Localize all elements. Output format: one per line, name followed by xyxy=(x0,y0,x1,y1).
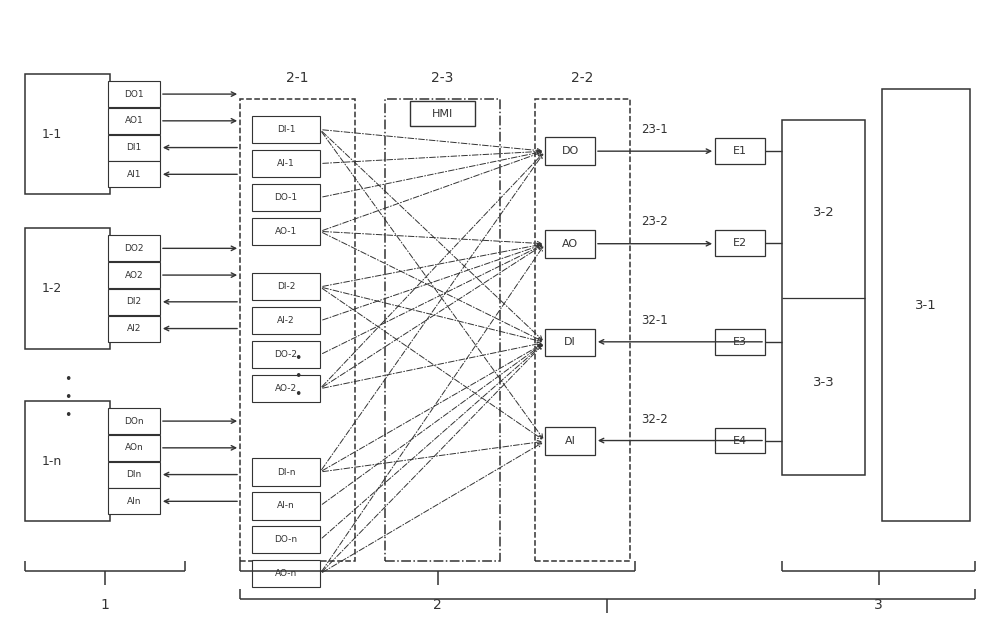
Text: 32-1: 32-1 xyxy=(642,314,668,327)
Text: E1: E1 xyxy=(733,146,747,155)
Text: 3: 3 xyxy=(874,598,883,613)
Bar xyxy=(385,99,500,561)
Bar xyxy=(240,99,355,561)
Text: 2-2: 2-2 xyxy=(571,71,594,85)
Text: •
•
•: • • • xyxy=(294,352,301,401)
Bar xyxy=(252,218,320,245)
Text: 2-3: 2-3 xyxy=(431,71,454,85)
Bar xyxy=(252,375,320,402)
Text: 23-2: 23-2 xyxy=(642,215,668,228)
Text: AO: AO xyxy=(562,239,578,249)
Text: 3-1: 3-1 xyxy=(915,299,937,312)
Bar xyxy=(108,435,160,461)
Text: AO2: AO2 xyxy=(125,271,143,280)
Bar xyxy=(108,81,160,107)
Text: 2-1: 2-1 xyxy=(286,71,309,85)
Bar xyxy=(25,74,110,194)
Text: 32-2: 32-2 xyxy=(642,413,668,426)
Bar xyxy=(252,273,320,300)
Text: DO-n: DO-n xyxy=(274,536,298,544)
Text: AO-1: AO-1 xyxy=(275,227,297,236)
Bar xyxy=(108,408,160,434)
Bar xyxy=(108,289,160,315)
Text: AO-n: AO-n xyxy=(275,569,297,578)
Text: 3-2: 3-2 xyxy=(813,206,834,219)
Text: E4: E4 xyxy=(733,436,747,445)
Bar xyxy=(252,116,320,143)
Bar xyxy=(25,401,110,521)
Text: DOn: DOn xyxy=(124,416,144,426)
Bar xyxy=(545,137,595,165)
Bar xyxy=(545,328,595,357)
Bar xyxy=(108,489,160,515)
Text: DO1: DO1 xyxy=(124,89,144,99)
Text: 23-1: 23-1 xyxy=(642,123,668,136)
Bar xyxy=(108,108,160,134)
Text: 1-1: 1-1 xyxy=(42,128,62,141)
Text: E2: E2 xyxy=(733,238,747,248)
Text: AI-2: AI-2 xyxy=(277,317,295,325)
Text: 2: 2 xyxy=(433,598,442,613)
Bar xyxy=(545,428,595,455)
Bar xyxy=(252,458,320,486)
Text: DI-2: DI-2 xyxy=(277,283,295,291)
Text: E3: E3 xyxy=(733,337,747,347)
Text: AOn: AOn xyxy=(125,444,143,452)
Text: •
•
•: • • • xyxy=(64,373,72,423)
Text: DI1: DI1 xyxy=(126,143,142,152)
Text: DO-2: DO-2 xyxy=(275,350,298,359)
Text: AIn: AIn xyxy=(127,497,141,506)
Bar xyxy=(108,462,160,487)
Bar xyxy=(545,230,595,258)
Bar xyxy=(252,341,320,368)
Text: AI-n: AI-n xyxy=(277,502,295,510)
Text: DI: DI xyxy=(564,337,576,347)
Text: AO1: AO1 xyxy=(125,117,143,125)
Bar xyxy=(252,184,320,211)
Bar xyxy=(410,101,475,126)
Text: 3-3: 3-3 xyxy=(813,376,834,389)
Bar xyxy=(252,307,320,334)
Bar xyxy=(782,120,865,475)
Text: DO: DO xyxy=(561,146,579,156)
Text: AI: AI xyxy=(565,436,575,446)
Bar xyxy=(535,99,630,561)
Text: 1-2: 1-2 xyxy=(42,282,62,295)
Bar xyxy=(108,316,160,342)
Text: DI2: DI2 xyxy=(126,297,142,306)
Bar xyxy=(252,150,320,177)
Bar xyxy=(882,89,970,521)
Text: 1-n: 1-n xyxy=(42,455,62,468)
Text: DIn: DIn xyxy=(126,470,142,479)
Text: HMI: HMI xyxy=(432,109,453,118)
Bar xyxy=(108,235,160,262)
Bar xyxy=(252,560,320,587)
Bar xyxy=(25,228,110,349)
Bar xyxy=(108,161,160,188)
Text: DI-1: DI-1 xyxy=(277,125,295,134)
Bar xyxy=(108,262,160,288)
Bar xyxy=(715,230,765,256)
Text: AO-2: AO-2 xyxy=(275,384,297,393)
Bar xyxy=(715,329,765,355)
Bar xyxy=(108,135,160,160)
Bar xyxy=(715,138,765,164)
Text: AI1: AI1 xyxy=(127,170,141,179)
Bar xyxy=(252,492,320,520)
Bar xyxy=(715,428,765,453)
Text: 1: 1 xyxy=(101,598,109,613)
Text: AI2: AI2 xyxy=(127,324,141,333)
Text: AI-1: AI-1 xyxy=(277,159,295,168)
Bar xyxy=(252,526,320,553)
Text: DO2: DO2 xyxy=(124,244,144,253)
Text: DI-n: DI-n xyxy=(277,468,295,476)
Text: DO-1: DO-1 xyxy=(274,193,298,202)
